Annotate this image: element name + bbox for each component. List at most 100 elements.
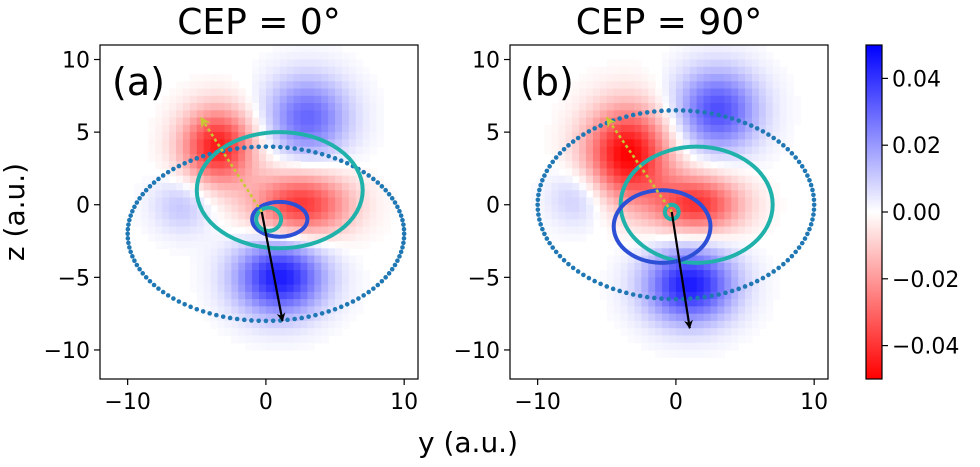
heatmap-cell <box>217 270 226 278</box>
heatmap-cell <box>779 124 788 133</box>
trajectory-dot <box>256 144 261 150</box>
heatmap-cell <box>293 219 302 228</box>
heatmap-cell <box>307 204 315 213</box>
heatmap-cell <box>328 45 336 53</box>
heatmap-cell <box>252 335 260 344</box>
heatmap-cell <box>717 306 725 315</box>
heatmap-cell <box>634 182 642 191</box>
heatmap-cell <box>335 204 343 213</box>
heatmap-cell <box>265 219 274 228</box>
heatmap-cell <box>300 197 308 206</box>
heatmap-cell <box>348 81 357 90</box>
heatmap-cell <box>731 103 739 111</box>
heatmap-cell <box>210 219 219 228</box>
heatmap-cell <box>169 103 177 111</box>
heatmap-cell <box>348 291 357 300</box>
heatmap-cell <box>307 52 315 61</box>
heatmap-cell <box>293 197 302 206</box>
heatmap-cell <box>286 110 295 119</box>
heatmap-cell <box>772 291 781 300</box>
heatmap-cell <box>259 299 267 307</box>
heatmap-cell <box>203 284 212 293</box>
heatmap-cell <box>579 81 587 90</box>
heatmap-cell <box>627 328 636 337</box>
heatmap-cell <box>224 95 232 104</box>
trajectory-dot <box>793 249 798 255</box>
heatmap-cell <box>786 81 795 90</box>
heatmap-cell <box>203 248 212 257</box>
heatmap-cell <box>599 204 608 213</box>
heatmap-cell <box>682 313 691 322</box>
heatmap-cell <box>765 262 774 271</box>
heatmap-cell <box>265 52 274 61</box>
colorbar-tick-label: 0.04 <box>892 67 941 92</box>
heatmap-cell <box>328 103 336 111</box>
heatmap-cell <box>572 197 580 206</box>
heatmap-cell <box>286 52 295 61</box>
heatmap-cell <box>572 161 580 170</box>
heatmap-cell <box>341 204 350 213</box>
heatmap-cell <box>586 66 594 75</box>
heatmap-cell <box>169 226 177 235</box>
heatmap-cell <box>286 219 295 228</box>
heatmap-cell <box>675 284 684 293</box>
heatmap-cell <box>738 132 746 140</box>
heatmap-cell <box>231 212 239 220</box>
heatmap-cell <box>245 117 253 126</box>
heatmap-cell <box>682 88 691 97</box>
heatmap-cell <box>362 226 371 235</box>
heatmap-cell <box>341 168 350 177</box>
trajectory-dot <box>147 278 153 284</box>
heatmap-cell <box>758 255 767 264</box>
heatmap-cell <box>348 233 357 242</box>
heatmap-cell <box>599 81 608 90</box>
heatmap-cell <box>696 277 705 286</box>
heatmap-cell <box>259 52 267 61</box>
heatmap-cell <box>710 132 718 140</box>
heatmap-cell <box>675 110 684 119</box>
heatmap-cell <box>272 255 281 264</box>
trajectory-dot <box>151 180 157 185</box>
heatmap-cell <box>675 328 684 337</box>
trajectory-dot <box>644 294 650 300</box>
heatmap-cell <box>272 313 281 322</box>
heatmap-cell <box>731 74 739 82</box>
heatmap-cell <box>189 248 198 257</box>
heatmap-cell <box>321 74 329 82</box>
heatmap-cell <box>148 132 156 140</box>
heatmap-cell <box>682 226 691 235</box>
heatmap-cell <box>634 233 642 242</box>
heatmap-cell <box>300 146 308 155</box>
heatmap-cell <box>210 226 219 235</box>
heatmap-cell <box>196 103 205 111</box>
heatmap-cell <box>669 349 677 358</box>
trajectory-dot <box>702 294 707 300</box>
heatmap-cell <box>245 299 253 307</box>
heatmap-cell <box>634 306 642 315</box>
heatmap-cell <box>314 66 322 75</box>
heatmap-cell <box>641 132 649 140</box>
heatmap-cell <box>259 182 267 191</box>
heatmap-cell <box>641 74 649 82</box>
heatmap-cell <box>265 110 274 119</box>
heatmap-cell <box>565 132 573 140</box>
heatmap-cell <box>321 190 329 199</box>
heatmap-cell <box>307 255 315 264</box>
heatmap-cell <box>252 146 260 155</box>
heatmap-cell <box>293 161 302 170</box>
heatmap-cell <box>710 270 718 278</box>
heatmap-cell <box>272 175 281 184</box>
heatmap-cell <box>210 313 219 322</box>
heatmap-cell <box>252 66 260 75</box>
heatmap-cell <box>259 219 267 228</box>
heatmap-cell <box>627 320 636 329</box>
heatmap-cell <box>655 262 663 271</box>
heatmap-cell <box>731 270 739 278</box>
heatmap-cell <box>369 95 378 104</box>
heatmap-cell <box>793 103 801 111</box>
heatmap-cell <box>176 146 184 155</box>
heatmap-cell <box>293 233 302 242</box>
heatmap-cell <box>210 168 219 177</box>
heatmap-cell <box>620 248 629 257</box>
heatmap-cell <box>599 88 608 97</box>
